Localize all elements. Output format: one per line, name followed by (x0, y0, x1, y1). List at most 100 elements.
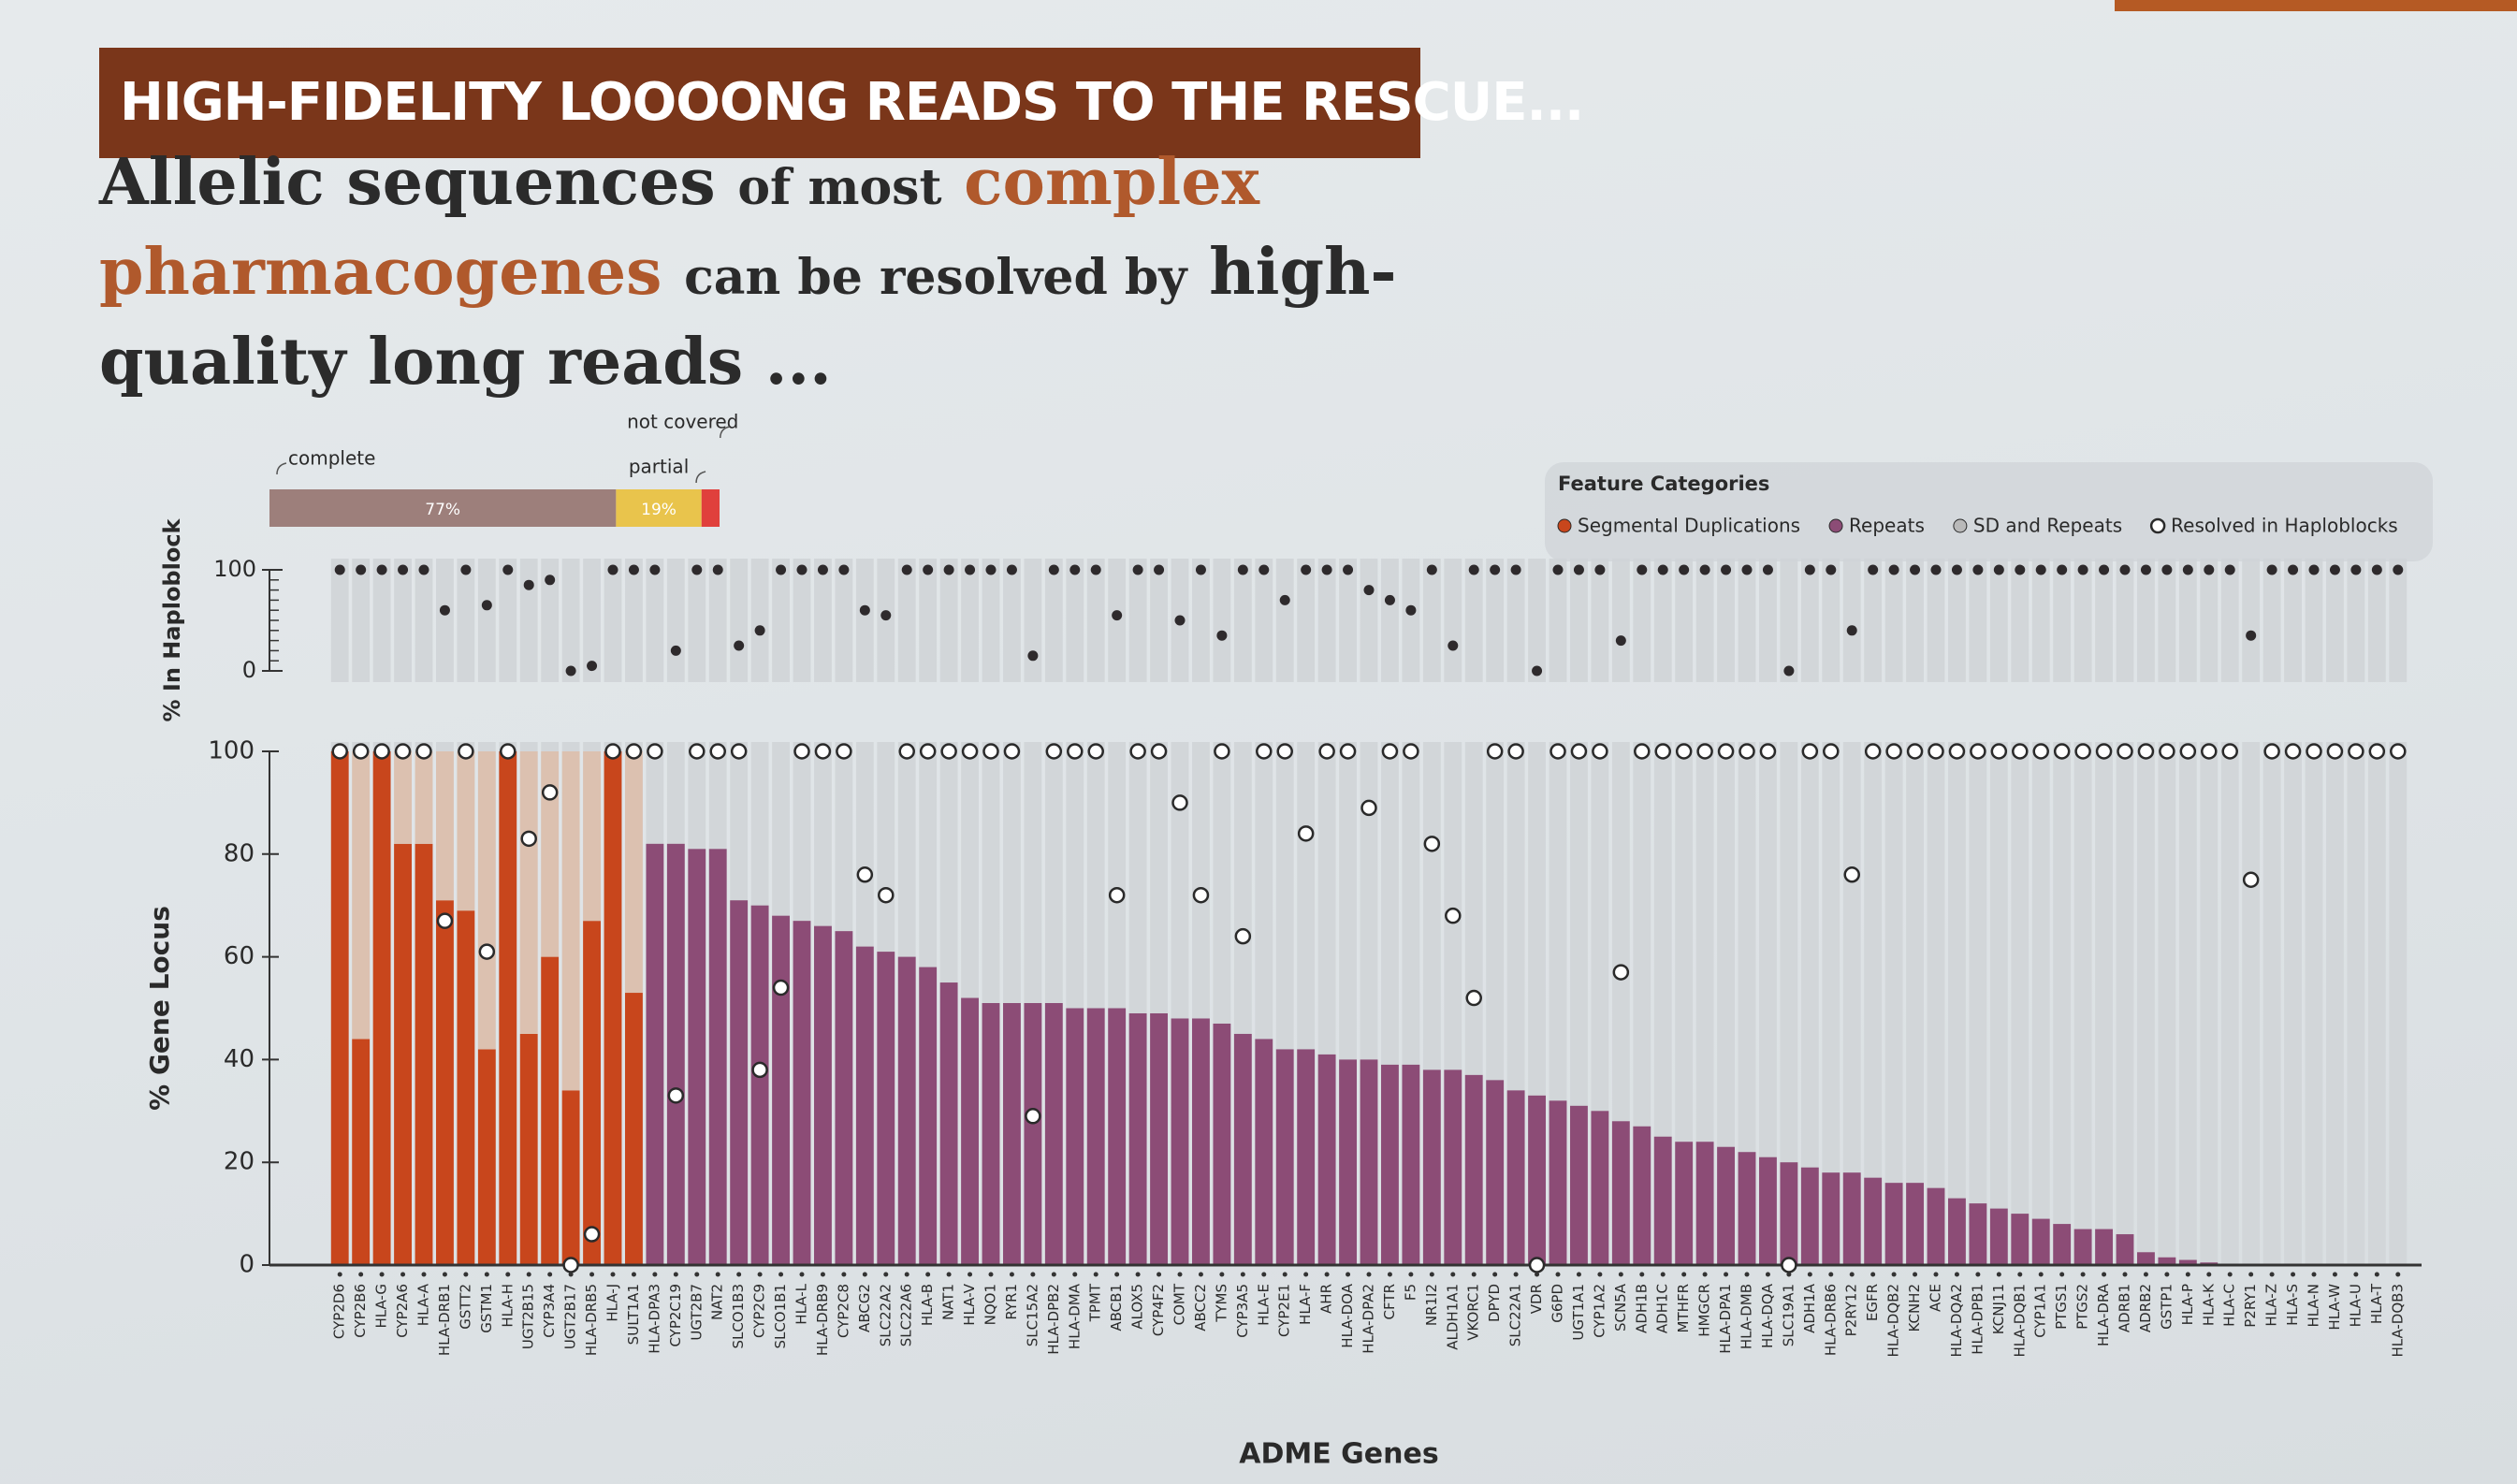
column-bg (352, 559, 371, 682)
bar (688, 849, 706, 1265)
x-tick-label: SLC22A2 (877, 1284, 894, 1346)
haploblock-dot (1972, 564, 1984, 575)
resolved-marker (1171, 794, 1188, 811)
x-tick-dot (1408, 1272, 1414, 1277)
x-tick-dot (2038, 1272, 2044, 1277)
x-tick-dot (484, 1272, 489, 1277)
resolved-marker (1990, 743, 2008, 760)
column-bg (2262, 742, 2281, 1265)
x-tick-dot (1429, 1272, 1434, 1277)
column-bg (2073, 559, 2092, 682)
column-bg (1275, 559, 1294, 682)
bar (457, 910, 475, 1265)
bar (1024, 1003, 1042, 1265)
resolved-marker (583, 1226, 601, 1243)
resolved-marker (2053, 743, 2071, 760)
x-tick-label: HLA-P (2179, 1284, 2196, 1325)
column-bg (2367, 742, 2386, 1265)
x-tick-label: ABCB1 (1108, 1284, 1125, 1331)
x-tick-dot (589, 1272, 595, 1277)
haploblock-dot (1363, 585, 1375, 596)
resolved-marker (961, 743, 979, 760)
haploblock-dot (1006, 564, 1017, 575)
column-bg (1402, 559, 1420, 682)
column-bg (1884, 559, 1903, 682)
x-tick-label: HLA-DRA (2095, 1283, 2112, 1346)
haploblock-dot (2308, 564, 2320, 575)
x-tick-dot (2269, 1272, 2275, 1277)
haploblock-dot (2015, 564, 2026, 575)
haploblock-dot (712, 564, 723, 575)
resolved-marker (814, 743, 832, 760)
haploblock-dot (1174, 615, 1186, 626)
column-bg (1780, 559, 1798, 682)
bar (583, 921, 601, 1265)
resolved-marker (2032, 743, 2049, 760)
column-bg (519, 559, 538, 682)
column-bg (2284, 559, 2302, 682)
x-tick-dot (799, 1272, 805, 1277)
column-bg (1360, 559, 1378, 682)
column-bg (1633, 559, 1651, 682)
column-bg (897, 559, 916, 682)
x-tick-dot (1219, 1272, 1225, 1277)
x-tick-dot (1387, 1272, 1392, 1277)
bar (961, 997, 979, 1265)
x-tick-dot (862, 1272, 867, 1277)
x-axis-title: ADME Genes (1239, 1438, 1438, 1471)
x-tick-label: UGT2B15 (520, 1284, 537, 1349)
x-tick-dot (1597, 1272, 1603, 1277)
resolved-marker (352, 743, 370, 760)
resolved-marker (478, 943, 496, 960)
column-bg (1506, 559, 1525, 682)
resolved-marker (1970, 743, 1986, 760)
summary-value-label: 19% (641, 501, 677, 519)
haploblock-dot (607, 564, 618, 575)
haploblock-dot (1637, 564, 1648, 575)
legend-label: SD and Repeats (1973, 515, 2122, 537)
x-tick-label: ADRB2 (2137, 1284, 2154, 1332)
haploblock-dot (2161, 564, 2173, 575)
x-tick-dot (1198, 1272, 1203, 1277)
haploblock-dot (2204, 564, 2215, 575)
haploblock-dot (1930, 564, 1942, 575)
column-bg (2242, 559, 2261, 682)
x-tick-dot (1618, 1272, 1623, 1277)
x-tick-label: HLA-DQA (1759, 1283, 1776, 1348)
bar (939, 982, 958, 1265)
column-bg (1570, 559, 1588, 682)
column-bg (919, 559, 938, 682)
column-bg (1927, 742, 1945, 1265)
haploblock-dot (1069, 564, 1081, 575)
resolved-marker (2306, 743, 2322, 760)
bar (855, 946, 874, 1265)
x-tick-label: COMT (1171, 1283, 1188, 1325)
column-bg (1822, 559, 1840, 682)
column-bg (1213, 559, 1231, 682)
x-tick-dot (379, 1272, 385, 1277)
x-tick-label: TYMS (1213, 1284, 1229, 1323)
x-tick-label: CYP2D6 (331, 1284, 348, 1339)
x-tick-label: HLA-DPA1 (1717, 1284, 1734, 1354)
haploblock-dot (943, 564, 954, 575)
bar (1066, 1008, 1084, 1265)
x-tick-dot (946, 1272, 952, 1277)
bar (1506, 1090, 1525, 1265)
column-bg (1339, 559, 1357, 682)
x-tick-dot (1157, 1272, 1162, 1277)
column-bg (772, 559, 790, 682)
x-tick-label: HLA-Z (2263, 1284, 2280, 1327)
resolved-marker (2221, 743, 2238, 760)
x-tick-dot (2206, 1272, 2212, 1277)
column-bg (2367, 559, 2386, 682)
haploblock-dot (1490, 564, 1501, 575)
x-tick-label: CYP2A6 (394, 1284, 411, 1338)
haploblock-dot (649, 564, 661, 575)
headline-text: complex (964, 145, 1260, 220)
column-bg (1906, 559, 1924, 682)
x-tick-label: HLA-F (1297, 1284, 1314, 1325)
resolved-marker (898, 743, 915, 760)
x-tick-label: HLA-DQB3 (2389, 1284, 2406, 1358)
x-tick-label: NAT2 (709, 1284, 726, 1320)
